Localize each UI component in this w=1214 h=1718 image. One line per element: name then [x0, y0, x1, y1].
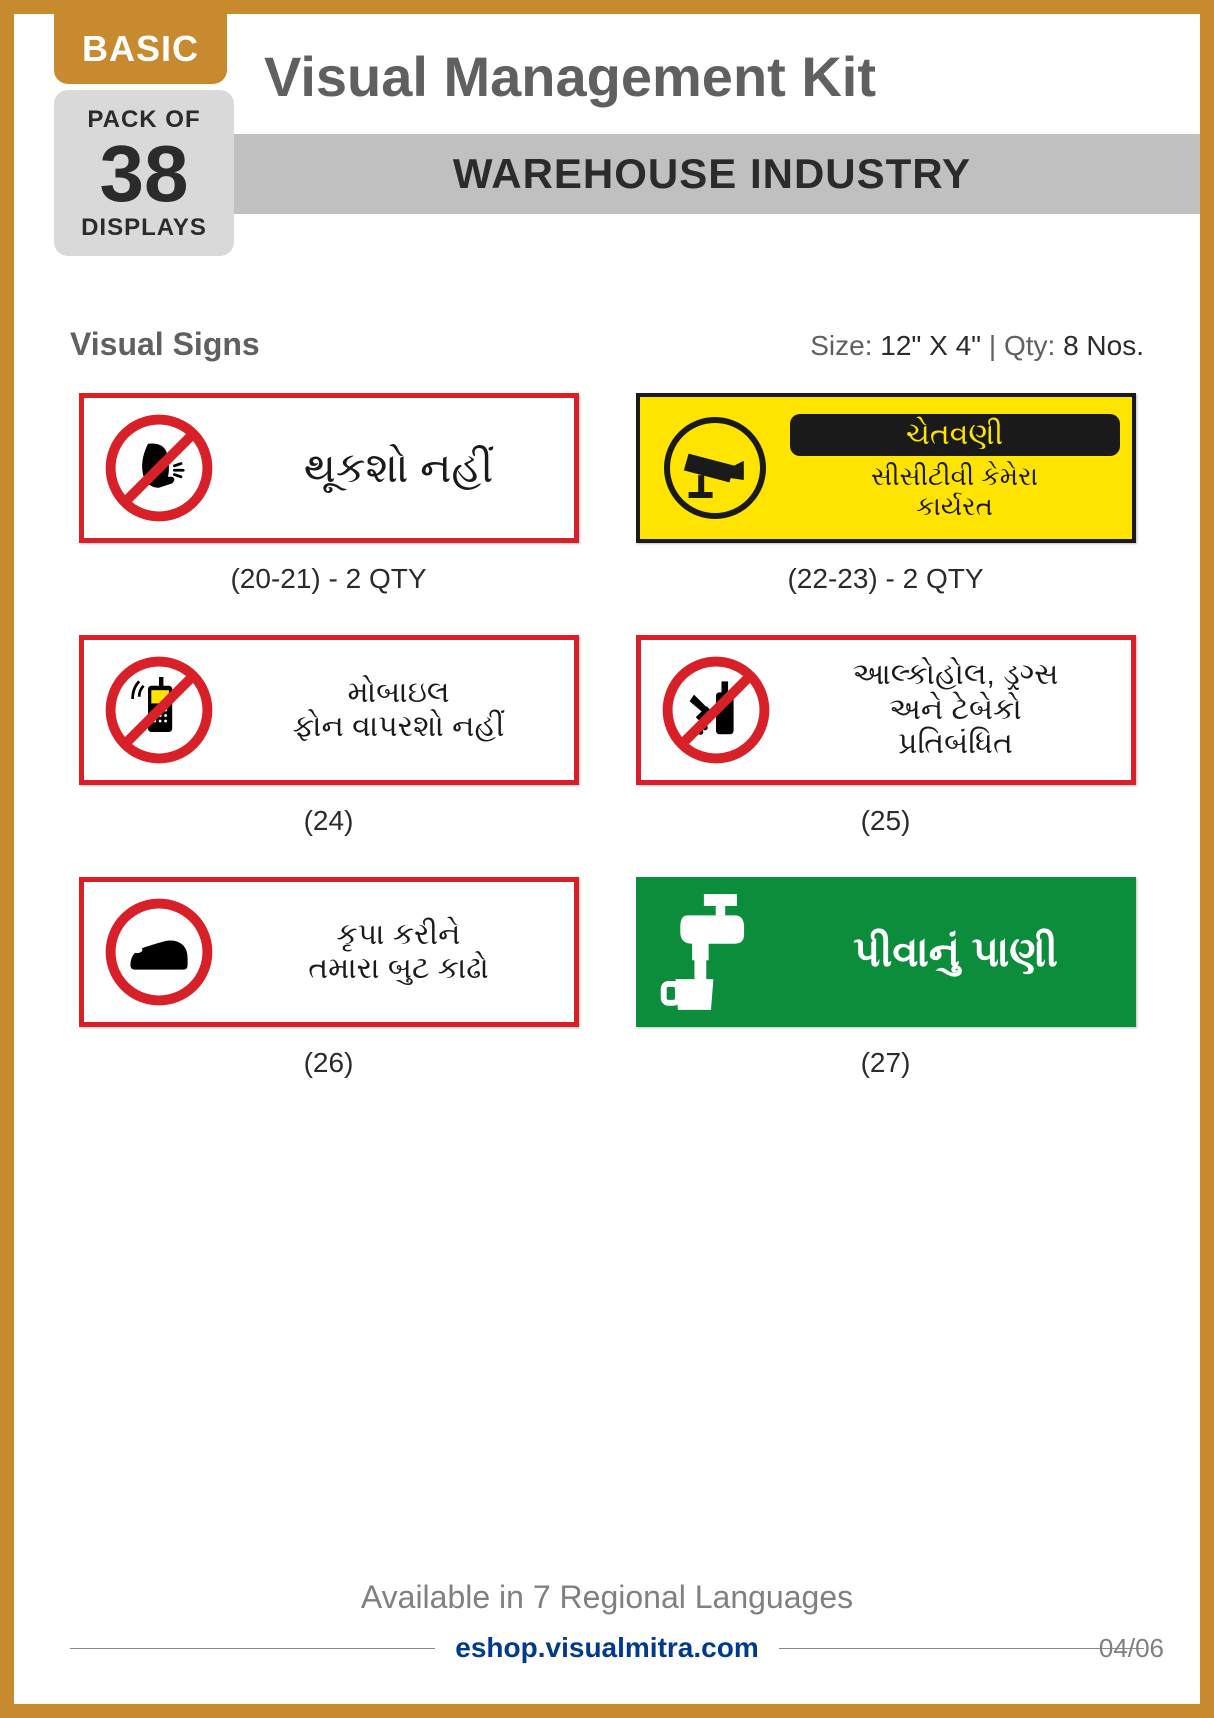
footer-url-row: eshop.visualmitra.com: [14, 1632, 1200, 1664]
sign-caption: (24): [70, 805, 587, 837]
prohibit-mobile-icon: [84, 655, 234, 765]
signs-grid: થૂકશો નહીં (20-21) - 2 QTY: [70, 393, 1144, 1109]
sign-text: કૃપા કરીને તમારા બુટ કાઢો: [234, 918, 574, 987]
rule-right: [779, 1648, 1144, 1649]
sign-caption: (25): [627, 805, 1144, 837]
sign-cctv: ચેતવણી સીસીટીવી કેમેરા કાર્યરત (22-23) -…: [627, 393, 1144, 615]
sign-remove-shoes: કૃપા કરીને તમારા બુટ કાઢો (26): [70, 877, 587, 1099]
sign-text: આલ્કોહોલ, ડ્રગ્સ અને ટેબેકો પ્રતિબંધિત: [791, 658, 1131, 762]
sign-card: મોબાઇલ ફોન વાપરશો નહીં: [79, 635, 579, 785]
sign-no-spit: થૂકશો નહીં (20-21) - 2 QTY: [70, 393, 587, 615]
sign-card: કૃપા કરીને તમારા બુટ કાઢો: [79, 877, 579, 1027]
warning-banner: ચેતવણી: [790, 414, 1120, 456]
sign-caption: (26): [70, 1047, 587, 1079]
sign-no-mobile: મોબાઇલ ફોન વાપરશો નહીં (24): [70, 635, 587, 857]
sign-caption: (27): [627, 1047, 1144, 1079]
sign-text: ચેતવણી સીસીટીવી કેમેરા કાર્યરત: [790, 406, 1132, 530]
sign-text: થૂકશો નહીં: [234, 444, 574, 492]
subtitle-bar: WAREHOUSE INDUSTRY: [224, 134, 1200, 214]
camera-icon: [640, 408, 790, 528]
header: BASIC PACK OF 38 DISPLAYS Visual Managem…: [14, 14, 1200, 256]
body: Visual Signs Size: 12" X 4" | Qty: 8 Nos…: [14, 256, 1200, 1109]
basic-badge: BASIC: [54, 14, 227, 84]
subtitle: WAREHOUSE INDUSTRY: [453, 150, 971, 198]
footer: Available in 7 Regional Languages eshop.…: [14, 1579, 1200, 1664]
prohibit-spit-icon: [84, 413, 234, 523]
pack-count-box: PACK OF 38 DISPLAYS: [54, 90, 234, 256]
sign-drinking-water: પીવાનું પાણી (27): [627, 877, 1144, 1099]
sign-card: થૂકશો નહીં: [79, 393, 579, 543]
sign-text: પીવાનું પાણી: [786, 928, 1136, 976]
prohibit-shoe-icon: [84, 897, 234, 1007]
sign-caption: (20-21) - 2 QTY: [70, 563, 587, 595]
tap-icon: [636, 887, 786, 1017]
sign-card: ચેતવણી સીસીટીવી કેમેરા કાર્યરત: [636, 393, 1136, 543]
sign-card: આલ્કોહોલ, ડ્રગ્સ અને ટેબેકો પ્રતિબંધિત: [636, 635, 1136, 785]
sign-card: પીવાનું પાણી: [636, 877, 1136, 1027]
sign-caption: (22-23) - 2 QTY: [627, 563, 1144, 595]
section-label: Visual Signs: [70, 326, 260, 363]
shop-url: eshop.visualmitra.com: [435, 1632, 778, 1664]
displays-label: DISPLAYS: [54, 214, 234, 242]
page-title: Visual Management Kit: [264, 44, 876, 109]
rule-left: [70, 1648, 435, 1649]
size-qty: Size: 12" X 4" | Qty: 8 Nos.: [810, 330, 1144, 362]
sign-no-alcohol: આલ્કોહોલ, ડ્રગ્સ અને ટેબેકો પ્રતિબંધિત (…: [627, 635, 1144, 857]
section-header: Visual Signs Size: 12" X 4" | Qty: 8 Nos…: [70, 326, 1144, 363]
catalog-page: BASIC PACK OF 38 DISPLAYS Visual Managem…: [0, 0, 1214, 1718]
sign-text: મોબાઇલ ફોન વાપરશો નહીં: [234, 676, 574, 745]
prohibit-alcohol-icon: [641, 655, 791, 765]
page-number: 04/06: [1099, 1633, 1164, 1664]
languages-note: Available in 7 Regional Languages: [14, 1579, 1200, 1616]
pack-count: 38: [54, 136, 234, 212]
